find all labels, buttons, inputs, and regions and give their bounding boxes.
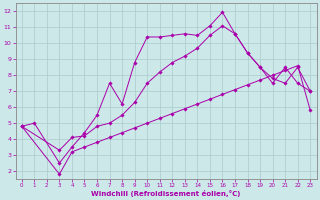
X-axis label: Windchill (Refroidissement éolien,°C): Windchill (Refroidissement éolien,°C) (91, 190, 241, 197)
